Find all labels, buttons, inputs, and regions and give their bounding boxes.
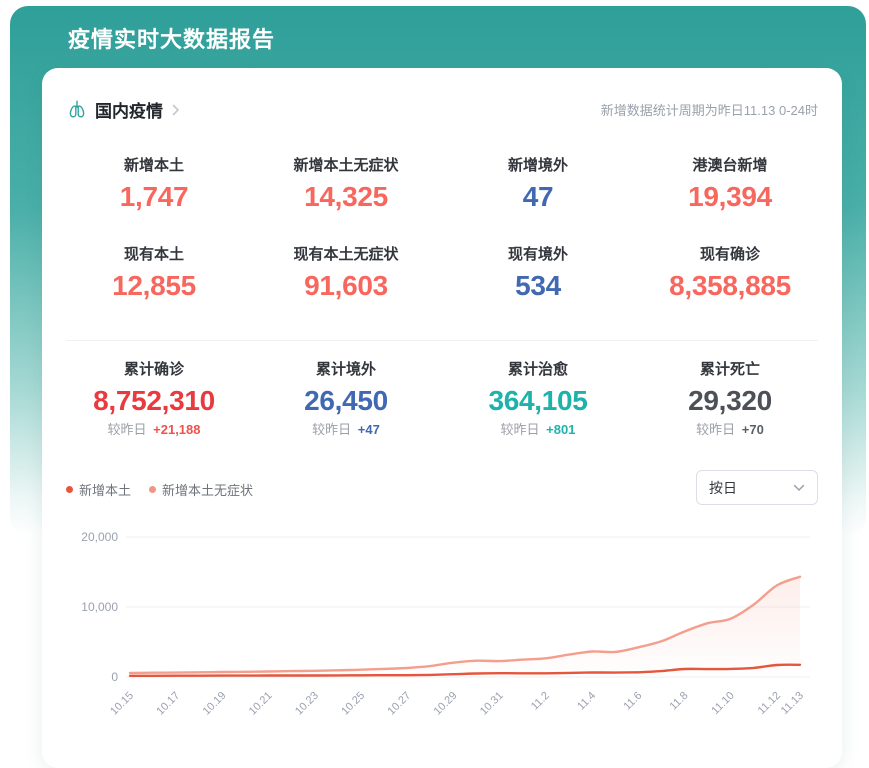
delta-value: +801 — [546, 422, 576, 437]
stat-label: 新增本土无症状 — [293, 157, 399, 174]
stat-cell-new-hmt: 港澳台新增 19,394 — [634, 156, 826, 213]
delta-label: 较昨日 — [312, 422, 352, 437]
chevron-down-icon — [793, 484, 805, 491]
x-axis-tick-label: 10.25 — [339, 690, 367, 718]
stat-value: 14,325 — [304, 181, 388, 212]
x-axis-tick-label: 11.2 — [529, 690, 552, 713]
stat-value: 29,320 — [688, 385, 772, 416]
stat-cell-cumulative-imported: 累计境外 26,450 较昨日 +47 — [250, 360, 442, 439]
stat-label: 新增境外 — [507, 157, 568, 174]
stat-label: 现有境外 — [507, 246, 568, 263]
x-axis-tick-label: 10.23 — [293, 690, 321, 718]
trend-chart-svg: 0 10,000 20,000 10.15 10.17 10.19 10.21 10.23 10… — [81, 530, 810, 718]
legend-item-new-local-asymptomatic[interactable]: 新增本土无症状 — [149, 480, 253, 499]
x-axis-tick-label: 10.21 — [247, 690, 275, 718]
delta-row: 较昨日 +47 — [250, 421, 442, 439]
stat-cell-current-confirmed: 现有确诊 8,358,885 — [634, 245, 826, 302]
stat-value: 364,105 — [488, 385, 588, 416]
legend-label: 新增本土 — [79, 483, 132, 498]
delta-row: 较昨日 +21,188 — [58, 421, 250, 439]
stat-label: 累计境外 — [315, 361, 376, 378]
x-axis-tick-label: 10.27 — [385, 690, 413, 718]
x-axis-tick-label: 10.17 — [154, 690, 182, 718]
x-axis-tick-label: 11.6 — [621, 690, 644, 713]
delta-value: +47 — [357, 422, 380, 437]
stat-label: 港澳台新增 — [692, 157, 768, 174]
stat-label: 现有本土无症状 — [293, 246, 399, 263]
section-link-domestic[interactable]: 国内疫情 — [66, 97, 180, 122]
stat-value: 8,752,310 — [93, 385, 215, 416]
stat-cell-new-imported: 新增境外 47 — [442, 156, 634, 213]
card-header: 国内疫情 新增数据统计周期为昨日11.13 0-24时 — [66, 96, 818, 122]
delta-value: +70 — [741, 422, 764, 437]
new-current-stats-grid: 新增本土 1,747 新增本土无症状 14,325 新增境外 47 港澳台新增 … — [58, 156, 826, 302]
x-axis-tick-label: 11.4 — [575, 690, 598, 713]
x-axis-tick-label: 10.31 — [478, 690, 506, 718]
series-area-fill — [130, 576, 800, 677]
update-period-note: 新增数据统计周期为昨日11.13 0-24时 — [600, 102, 818, 118]
chevron-right-icon — [172, 104, 180, 115]
stat-label: 现有确诊 — [699, 246, 760, 263]
lungs-icon — [69, 100, 85, 118]
stat-value: 1,747 — [119, 181, 189, 212]
series-line-asymptomatic — [128, 575, 802, 675]
delta-value: +21,188 — [153, 422, 201, 437]
delta-row: 较昨日 +70 — [634, 421, 826, 439]
legend-label: 新增本土无症状 — [162, 483, 254, 498]
trend-chart: 0 10,000 20,000 10.15 10.17 10.19 10.21 10.23 10… — [42, 524, 832, 734]
delta-row: 较昨日 +801 — [442, 421, 634, 439]
stat-cell-new-local: 新增本土 1,747 — [58, 156, 250, 213]
stat-value: 91,603 — [304, 270, 388, 301]
stat-label: 累计治愈 — [507, 361, 568, 378]
page-title: 疫情实时大数据报告 — [68, 27, 276, 52]
stat-label: 新增本土 — [123, 157, 184, 174]
x-axis-tick-label: 10.15 — [108, 690, 136, 718]
stat-cell-cumulative-confirmed: 累计确诊 8,752,310 较昨日 +21,188 — [58, 360, 250, 439]
delta-label: 较昨日 — [107, 422, 147, 437]
stat-cell-current-local: 现有本土 12,855 — [58, 245, 250, 302]
stat-cell-current-imported: 现有境外 534 — [442, 245, 634, 302]
stat-value: 26,450 — [304, 385, 388, 416]
stat-label: 累计确诊 — [123, 361, 184, 378]
x-axis-tick-label: 11.13 — [779, 690, 806, 717]
section-title: 国内疫情 — [95, 101, 163, 121]
stat-value: 12,855 — [112, 270, 196, 301]
domestic-epidemic-card: 国内疫情 新增数据统计周期为昨日11.13 0-24时 新增本土 1,747 新… — [42, 68, 842, 768]
series-line-local — [128, 663, 802, 677]
period-select[interactable]: 按日 — [696, 470, 818, 505]
y-axis-tick-label: 20,000 — [81, 530, 118, 544]
section-divider — [66, 340, 818, 341]
stat-value: 534 — [515, 270, 561, 301]
stat-value: 47 — [522, 181, 554, 212]
y-axis-tick-label: 10,000 — [81, 600, 118, 614]
stat-label: 累计死亡 — [699, 361, 760, 378]
x-axis-tick-label: 11.8 — [668, 690, 691, 713]
x-axis-tick-label: 10.29 — [432, 690, 460, 718]
legend-dot-icon — [66, 486, 73, 493]
y-axis-tick-label: 0 — [111, 670, 118, 684]
x-axis-tick-label: 11.10 — [709, 690, 736, 717]
stat-cell-new-local-asymptomatic: 新增本土无症状 14,325 — [250, 156, 442, 213]
delta-label: 较昨日 — [696, 422, 736, 437]
period-select-value: 按日 — [709, 479, 737, 496]
stat-label: 现有本土 — [123, 246, 184, 263]
x-axis-tick-label: 11.12 — [756, 690, 783, 717]
stat-cell-cumulative-cured: 累计治愈 364,105 较昨日 +801 — [442, 360, 634, 439]
cumulative-stats-grid: 累计确诊 8,752,310 较昨日 +21,188 累计境外 26,450 较… — [58, 360, 826, 439]
stat-value: 19,394 — [688, 181, 772, 212]
legend-item-new-local[interactable]: 新增本土 — [66, 480, 131, 499]
chart-legend: 新增本土 新增本土无症状 — [66, 480, 253, 499]
x-axis-tick-label: 10.19 — [201, 690, 229, 718]
delta-label: 较昨日 — [500, 422, 540, 437]
stat-cell-cumulative-deaths: 累计死亡 29,320 较昨日 +70 — [634, 360, 826, 439]
legend-dot-icon — [149, 486, 157, 493]
stat-value: 8,358,885 — [669, 270, 791, 301]
stat-cell-current-local-asymptomatic: 现有本土无症状 91,603 — [250, 245, 442, 302]
